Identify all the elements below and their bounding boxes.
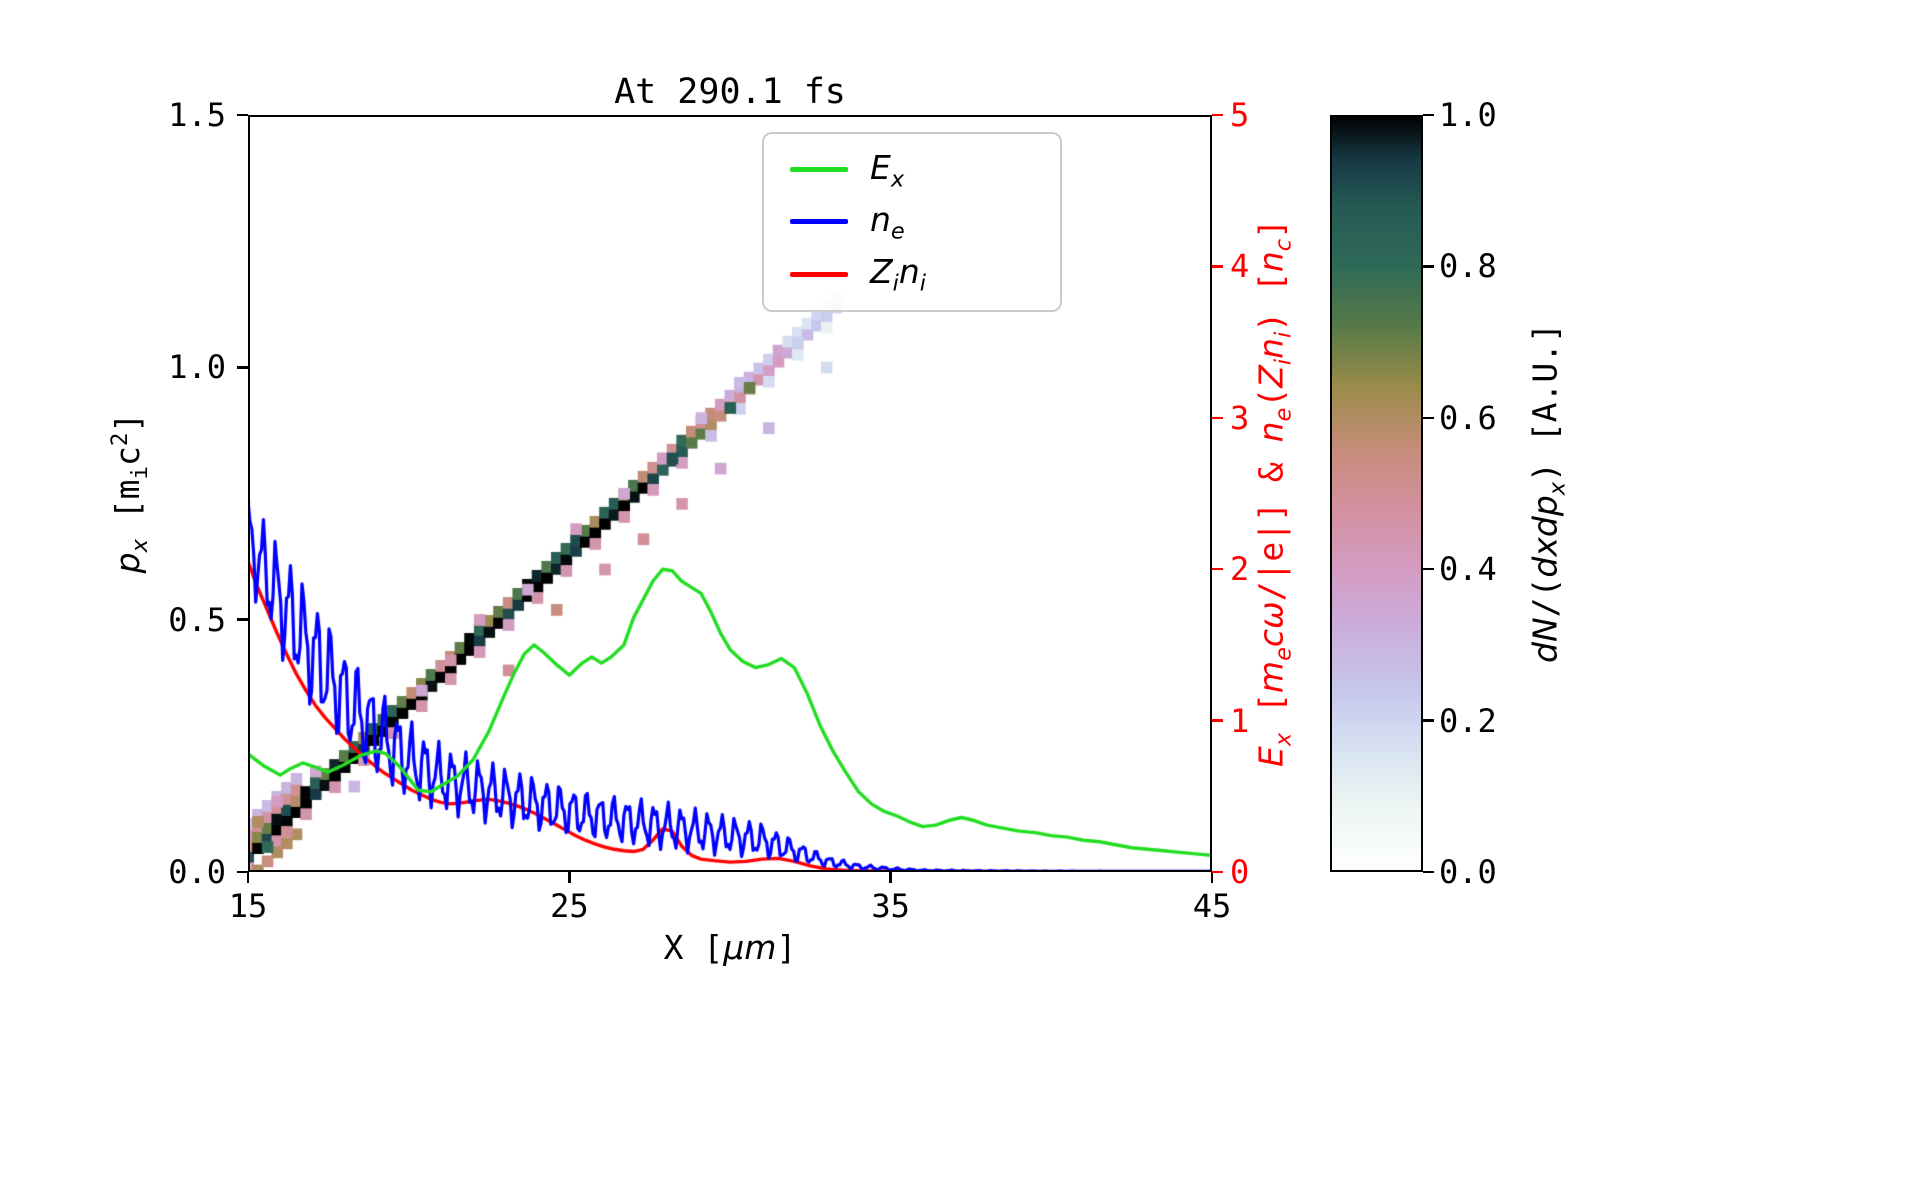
y-right-tick-mark	[1212, 719, 1223, 722]
y-right-tick-label: 1	[1230, 701, 1250, 740]
legend-item-zini: Zini	[790, 251, 1034, 297]
x-tick-label: 15	[228, 887, 268, 925]
colorbar-tick-label: 0.2	[1439, 701, 1497, 740]
legend-item-ne: ne	[790, 199, 1034, 245]
colorbar-tick-label: 0.4	[1439, 550, 1497, 589]
y-right-tick-label: 3	[1230, 398, 1250, 437]
y-right-tick-label: 5	[1230, 96, 1250, 134]
colorbar-tick-mark	[1423, 870, 1434, 874]
legend-line-zini	[790, 271, 848, 277]
colorbar-tick-label: 1.0	[1439, 96, 1497, 134]
x-tick-label: 45	[1192, 887, 1232, 925]
x-tick-label: 35	[871, 887, 910, 925]
colorbar-gradient	[1330, 115, 1423, 872]
legend-label-ne: ne	[870, 199, 905, 245]
legend-label-zini: Zini	[870, 251, 926, 297]
x-tick-mark	[568, 872, 571, 883]
colorbar-tick-mark	[1423, 113, 1434, 117]
colorbar-tick-label: 0.0	[1439, 853, 1497, 891]
y-axis-label-right: Ex [mecω/|e|] & ne(Zini) [nc]	[1251, 219, 1297, 767]
y-left-tick-label: 1.0	[168, 348, 226, 387]
legend: Ex ne Zini	[762, 132, 1062, 312]
legend-label-ex: Ex	[870, 147, 905, 193]
legend-line-ex	[790, 167, 848, 173]
y-left-tick-mark	[237, 618, 248, 621]
plot-title: At 290.1 fs	[614, 72, 846, 112]
y-right-tick-mark	[1212, 870, 1223, 874]
y-left-tick-label: 1.5	[168, 96, 226, 134]
y-left-tick-mark	[237, 870, 248, 874]
legend-line-ne	[790, 219, 848, 225]
y-right-tick-mark	[1212, 416, 1223, 420]
colorbar-tick-label: 0.6	[1439, 398, 1497, 437]
y-left-tick-label: 0.0	[168, 853, 226, 891]
y-right-tick-mark	[1212, 113, 1223, 117]
x-tick-mark	[889, 872, 892, 883]
colorbar-tick-mark	[1423, 719, 1434, 722]
colorbar-tick-mark	[1423, 416, 1434, 420]
colorbar-tick-mark	[1423, 567, 1434, 571]
y-right-tick-label: 2	[1230, 550, 1250, 589]
x-tick-mark	[1210, 872, 1214, 883]
phase-space-plot-canvas	[248, 115, 1212, 872]
x-axis-label: X [μm]	[663, 928, 797, 967]
colorbar-label: dN/(dxdpx) [A.U.]	[1525, 323, 1571, 663]
y-right-tick-mark	[1212, 265, 1223, 268]
y-left-tick-mark	[237, 113, 248, 117]
colorbar-tick-label: 0.8	[1439, 247, 1497, 286]
y-left-tick-mark	[237, 366, 248, 369]
legend-item-ex: Ex	[790, 147, 1034, 193]
y-right-tick-label: 4	[1230, 247, 1250, 286]
x-tick-label: 25	[550, 887, 589, 925]
colorbar-tick-mark	[1423, 265, 1434, 268]
y-right-tick-mark	[1212, 567, 1223, 571]
x-tick-mark	[246, 872, 250, 883]
y-left-tick-label: 0.5	[168, 600, 226, 639]
y-right-tick-label: 0	[1230, 853, 1250, 891]
y-axis-label-left: px [mic2]	[107, 412, 153, 574]
